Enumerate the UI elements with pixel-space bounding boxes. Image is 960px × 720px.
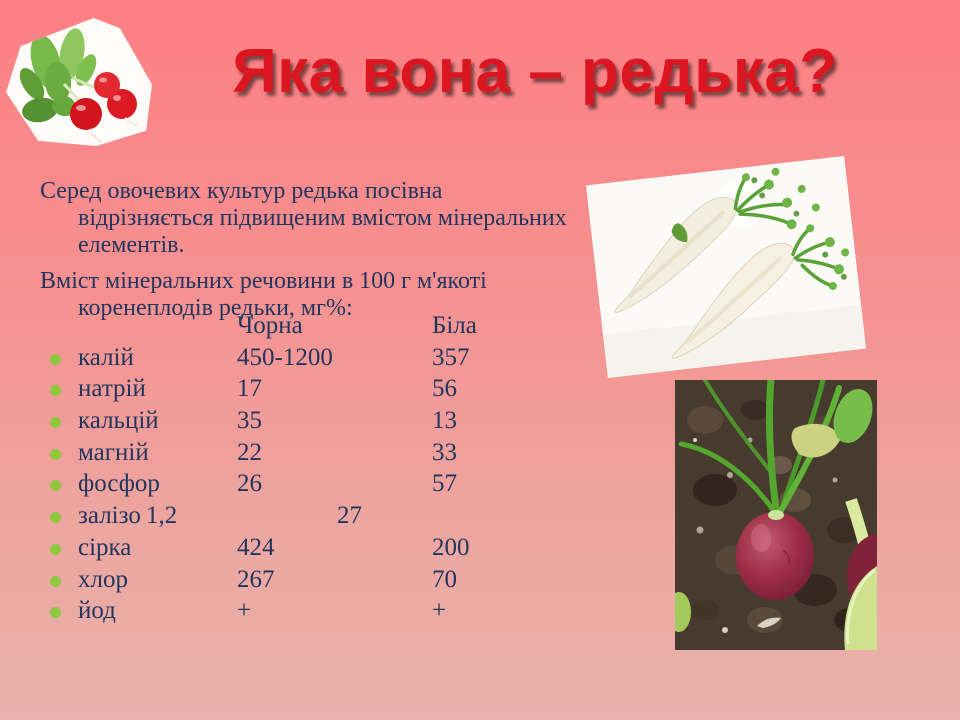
paragraph-intro: Серед овочевих культур редька посівна ві… <box>40 178 620 259</box>
text-line: Вміст мінеральних речовини в 100 г м'яко… <box>40 268 487 294</box>
table-row: залізо 1,2 27 <box>40 502 620 534</box>
table-row: йод + + <box>40 597 620 629</box>
red-radishes-illustration <box>6 18 152 146</box>
column-header-bila: Біла <box>432 312 477 339</box>
mineral-label: магній <box>78 438 149 466</box>
radish-in-soil-illustration <box>675 380 877 650</box>
photo-red-radishes <box>6 18 152 146</box>
mineral-label: калій <box>78 343 134 371</box>
mineral-label: сірка <box>78 533 132 561</box>
top-right-leaf <box>833 388 873 444</box>
mineral-label: хлор <box>78 565 128 593</box>
radish-bulbs <box>70 72 138 144</box>
white-radishes-illustration <box>585 155 867 379</box>
text-line: коренеплодів редьки, мг%: <box>78 295 353 321</box>
bullet-icon <box>50 480 61 492</box>
stray-leaf <box>671 223 688 243</box>
text-line: елементів. <box>78 232 185 258</box>
chorna-value: 267 <box>237 565 275 593</box>
mineral-label: йод <box>78 597 116 625</box>
text-line: відрізняється підвищеним вмістом мінерал… <box>78 205 567 231</box>
chorna-value: + <box>237 597 252 625</box>
big-pale-leaf <box>844 566 877 650</box>
paragraph-minerals-intro: Вміст мінеральних речовини в 100 г м'яко… <box>40 268 620 322</box>
photo-white-radishes <box>585 155 867 379</box>
chorna-value: 22 <box>237 438 262 466</box>
mineral-label: натрій <box>78 375 146 403</box>
slide-title: Яка вона – редька? <box>232 37 838 106</box>
column-header-chorna: Чорна <box>237 312 303 339</box>
pale-leaf <box>791 423 841 458</box>
bullet-icon <box>50 512 61 524</box>
mineral-label: залізо <box>78 502 141 530</box>
table-header-row: Чорна Біла <box>40 312 620 344</box>
leaf-frills-dark <box>751 177 847 280</box>
chorna-value: 17 <box>237 375 262 403</box>
minerals-table: Чорна Біла калій 450-1200 357 натрій 17 … <box>40 312 620 629</box>
white-fleck <box>757 617 781 628</box>
bila-value: 13 <box>432 407 457 435</box>
mineral-label: кальцій <box>78 407 159 435</box>
chorna-value: 450-1200 <box>237 343 333 371</box>
bila-value: + <box>432 597 447 625</box>
slide-body: Серед овочевих культур редька посівна ві… <box>40 178 620 624</box>
mineral-label: фосфор <box>78 470 160 498</box>
bila-value: 27 <box>337 502 362 530</box>
bila-value: 56 <box>432 375 457 403</box>
table-row: фосфор 26 57 <box>40 470 620 502</box>
table-row: калій 450-1200 357 <box>40 344 620 376</box>
bullet-icon <box>50 607 61 619</box>
edge-leaf-left <box>675 592 691 632</box>
table-row: кальцій 35 13 <box>40 407 620 439</box>
radish-leaves <box>19 28 97 123</box>
bila-value: 33 <box>432 438 457 466</box>
chorna-value: 424 <box>237 533 275 561</box>
photo-radish-in-soil <box>675 380 877 650</box>
chorna-value: 35 <box>237 407 262 435</box>
bullet-icon <box>50 448 61 460</box>
table-row: натрій 17 56 <box>40 375 620 407</box>
bila-value: 70 <box>432 565 457 593</box>
table-row: магній 22 33 <box>40 439 620 471</box>
bullet-icon <box>50 575 61 587</box>
bila-value: 357 <box>432 343 470 371</box>
table-row: сірка 424 200 <box>40 534 620 566</box>
bila-value: 200 <box>432 533 470 561</box>
leaf-frills <box>741 167 850 291</box>
radish-bulb <box>736 510 814 600</box>
table-row: хлор 267 70 <box>40 566 620 598</box>
text-line: Серед овочевих культур редька посівна <box>40 178 443 204</box>
bullet-icon <box>50 353 61 365</box>
bullet-icon <box>50 417 61 429</box>
bullet-icon <box>50 543 61 555</box>
daikon-radish-one <box>614 196 738 314</box>
chorna-value: 26 <box>237 470 262 498</box>
chorna-value: 1,2 <box>146 502 178 530</box>
daikon-radish-two <box>672 242 795 359</box>
bullet-icon <box>50 385 61 397</box>
bila-value: 57 <box>432 470 457 498</box>
